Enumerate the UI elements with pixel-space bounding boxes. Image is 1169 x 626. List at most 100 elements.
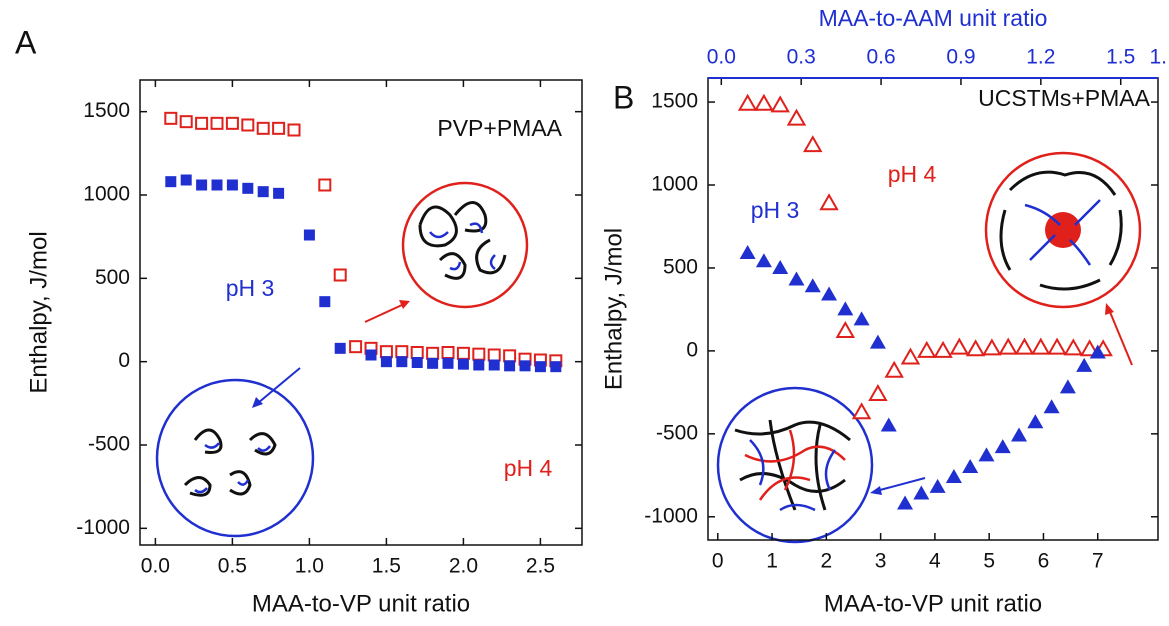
x-tick-label: 2.5 [526, 555, 555, 578]
marker [755, 253, 772, 268]
marker [379, 345, 393, 359]
marker [456, 346, 470, 360]
marker [1079, 339, 1100, 357]
annotation: pH 3 [751, 197, 800, 223]
marker [256, 121, 270, 135]
marker [770, 95, 790, 113]
x-tick-label: 2 [820, 550, 832, 573]
marker [1031, 337, 1051, 355]
marker [933, 340, 953, 358]
marker [835, 320, 856, 338]
y-tick-label: 0 [118, 349, 130, 372]
marker [211, 179, 223, 191]
marker [333, 268, 347, 282]
marker [196, 179, 208, 191]
marker [821, 286, 838, 301]
x-tick-label: 0 [712, 550, 724, 573]
polymer-chain [183, 428, 277, 497]
marker [441, 346, 455, 359]
marker [803, 135, 823, 153]
marker [195, 116, 209, 130]
marker [880, 417, 897, 432]
marker [272, 121, 286, 135]
marker [472, 347, 486, 361]
illustration-circle [401, 181, 529, 309]
marker [772, 259, 789, 274]
decorations [155, 151, 1142, 544]
marker [396, 356, 408, 368]
arrow [257, 367, 301, 404]
y-tick-label: -500 [88, 433, 130, 456]
y-tick-label: 0 [686, 338, 698, 361]
marker [962, 459, 979, 474]
arrow [879, 477, 926, 491]
x2-tick-label: 0.6 [866, 46, 895, 69]
marker [851, 402, 872, 420]
marker [334, 342, 346, 354]
marker [318, 178, 332, 192]
marker [1089, 344, 1106, 359]
marker [1063, 338, 1084, 356]
marker [837, 301, 854, 316]
marker [164, 111, 178, 125]
marker [349, 340, 363, 354]
polymer-chain [999, 170, 1123, 291]
x-tick-label: 3 [875, 550, 887, 573]
x-tick-label: 0.0 [141, 555, 170, 578]
x-tick-label: 1.0 [295, 555, 324, 578]
panel-label: B [613, 79, 634, 115]
polymer-chain [429, 222, 496, 271]
marker [929, 478, 946, 493]
marker [242, 182, 254, 194]
marker [978, 447, 995, 462]
annotation: pH 4 [504, 455, 553, 481]
y-tick-label: -1000 [644, 504, 698, 527]
illustration-circle [716, 386, 874, 544]
marker [179, 115, 193, 129]
x2-tick-label: 1.2 [1026, 46, 1055, 69]
marker [754, 93, 774, 111]
marker [1047, 337, 1067, 355]
marker [319, 296, 331, 308]
marker [504, 360, 516, 372]
y-tick-label: -500 [656, 421, 698, 444]
polymer-chain [749, 439, 837, 512]
annotation: pH 4 [888, 161, 937, 187]
x-tick-label: 1.5 [372, 555, 401, 578]
x2-tick-label: 0.9 [946, 46, 975, 69]
polymer-chain [1024, 199, 1101, 266]
marker [1011, 427, 1028, 442]
x-tick-label: 0.5 [218, 555, 247, 578]
y-tick-label: 1500 [83, 99, 130, 122]
marker [487, 348, 501, 362]
marker [257, 186, 269, 198]
marker [273, 187, 285, 199]
polymer-chain [418, 201, 507, 280]
y-axis-title: Enthalpy, J/mol [25, 231, 52, 393]
arrow-head [399, 300, 410, 309]
marker [473, 359, 485, 371]
marker [739, 245, 756, 260]
illustration-circle [155, 378, 315, 538]
marker [534, 361, 546, 373]
x-tick-label: 5 [983, 550, 995, 573]
marker [303, 229, 315, 241]
arrow-head [870, 486, 882, 495]
marker [786, 108, 807, 126]
marker [457, 358, 469, 370]
x2-tick-label: 1. [1149, 46, 1167, 69]
marker [917, 340, 937, 358]
marker [897, 495, 914, 510]
marker [180, 174, 192, 186]
polymer-chain [194, 442, 271, 494]
marker [819, 193, 839, 211]
annotation: pH 3 [226, 275, 275, 301]
x2-tick-label: 0.3 [787, 46, 816, 69]
y-axis-title: Enthalpy, J/mol [600, 228, 627, 390]
marker [488, 359, 500, 371]
marker [1043, 399, 1060, 414]
panel-label: A [15, 24, 37, 60]
marker [804, 278, 821, 293]
marker [788, 271, 805, 286]
marker [519, 360, 531, 372]
